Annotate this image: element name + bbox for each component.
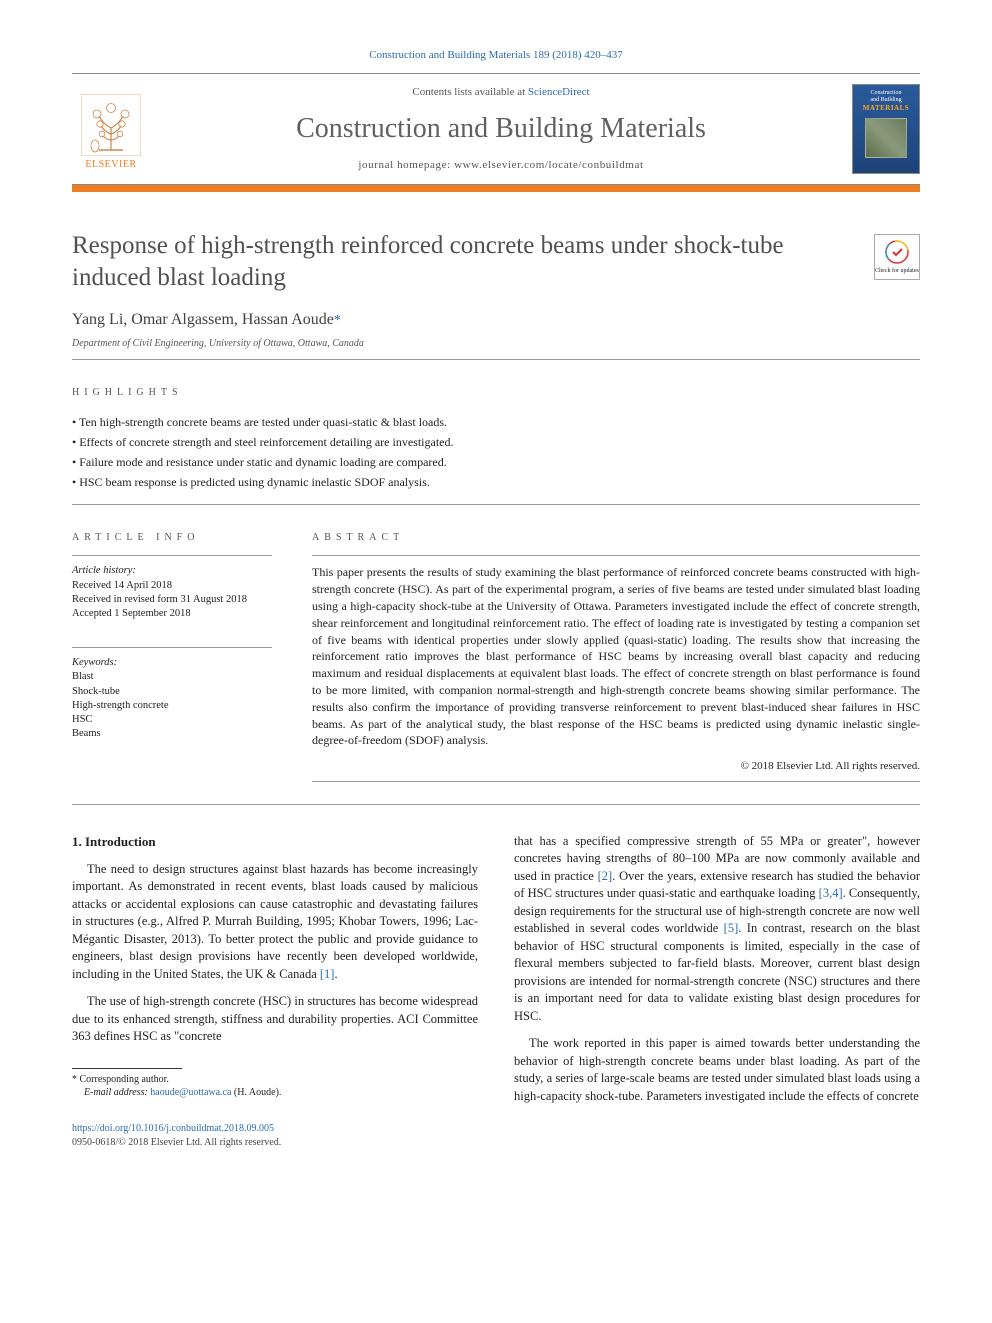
- keyword: Blast: [72, 670, 272, 684]
- article-history-block: Article history: Received 14 April 2018 …: [72, 564, 272, 621]
- keyword: High-strength concrete: [72, 699, 272, 713]
- homepage-link[interactable]: www.elsevier.com/locate/conbuildmat: [454, 159, 644, 171]
- corresponding-marker: *: [334, 313, 341, 328]
- authors-names: Yang Li, Omar Algassem, Hassan Aoude: [72, 311, 334, 328]
- divider: [72, 804, 920, 805]
- sciencedirect-link[interactable]: ScienceDirect: [528, 86, 590, 98]
- copyright-line: © 2018 Elsevier Ltd. All rights reserved…: [312, 759, 920, 774]
- cover-line2: and Building: [870, 97, 901, 104]
- ref-link[interactable]: [5]: [724, 921, 739, 935]
- highlight-item: Failure mode and resistance under static…: [72, 454, 920, 471]
- ref-link[interactable]: [2]: [598, 869, 613, 883]
- p3d: . In contrast, research on the blast beh…: [514, 921, 920, 1023]
- body-paragraph: The need to design structures against bl…: [72, 861, 478, 984]
- highlight-item: HSC beam response is predicted using dyn…: [72, 474, 920, 491]
- divider: [72, 359, 920, 360]
- highlights-list: Ten high-strength concrete beams are tes…: [72, 414, 920, 490]
- history-label: Article history:: [72, 564, 272, 578]
- doi-link[interactable]: https://doi.org/10.1016/j.conbuildmat.20…: [72, 1123, 274, 1134]
- ref-link[interactable]: [1]: [320, 967, 335, 981]
- ref-link[interactable]: [3,4]: [819, 886, 843, 900]
- footnote-separator: [72, 1068, 182, 1069]
- revised-date: Received in revised form 31 August 2018: [72, 593, 272, 607]
- email-tail: (H. Aoude).: [231, 1087, 281, 1098]
- abstract-label: abstract: [312, 531, 920, 545]
- divider: [72, 647, 272, 648]
- body-paragraph: that has a specified compressive strengt…: [514, 833, 920, 1026]
- header-accent-bar: [72, 185, 920, 192]
- journal-header: ELSEVIER Contents lists available at Sci…: [72, 73, 920, 185]
- keyword: Shock-tube: [72, 685, 272, 699]
- abstract-text: This paper presents the results of study…: [312, 564, 920, 749]
- highlight-item: Effects of concrete strength and steel r…: [72, 434, 920, 451]
- article-title: Response of high-strength reinforced con…: [72, 230, 854, 293]
- keywords-block: Keywords: Blast Shock-tube High-strength…: [72, 647, 272, 741]
- footer-block: https://doi.org/10.1016/j.conbuildmat.20…: [72, 1122, 478, 1150]
- received-date: Received 14 April 2018: [72, 579, 272, 593]
- keywords-label: Keywords:: [72, 656, 272, 670]
- authors-line: Yang Li, Omar Algassem, Hassan Aoude*: [72, 309, 920, 331]
- divider: [72, 555, 272, 556]
- journal-cover-thumbnail: Construction and Building MATERIALS: [852, 84, 920, 174]
- divider: [72, 504, 920, 505]
- badge-label: Check for updates: [875, 267, 919, 275]
- body-paragraph: The work reported in this paper is aimed…: [514, 1035, 920, 1105]
- p1-tail: .: [334, 967, 337, 981]
- keyword: Beams: [72, 727, 272, 741]
- article-info-label: article info: [72, 531, 272, 545]
- cover-photo: [865, 118, 907, 158]
- issn-line: 0950-0618/© 2018 Elsevier Ltd. All right…: [72, 1136, 478, 1150]
- contents-prefix: Contents lists available at: [412, 86, 527, 98]
- p1-text: The need to design structures against bl…: [72, 862, 478, 981]
- homepage-prefix: journal homepage:: [358, 159, 454, 171]
- body-paragraph: The use of high-strength concrete (HSC) …: [72, 993, 478, 1046]
- publisher-name: ELSEVIER: [85, 158, 136, 172]
- affiliation: Department of Civil Engineering, Univers…: [72, 337, 920, 351]
- divider: [312, 781, 920, 782]
- cover-line3: MATERIALS: [863, 104, 909, 114]
- footnote-block: * Corresponding author. E-mail address: …: [72, 1073, 478, 1100]
- elsevier-tree-icon: [81, 94, 141, 156]
- contents-available: Contents lists available at ScienceDirec…: [166, 85, 836, 100]
- cover-line1: Construction: [871, 90, 902, 97]
- journal-title: Construction and Building Materials: [166, 109, 836, 148]
- keyword: HSC: [72, 713, 272, 727]
- email-link[interactable]: haoude@uottawa.ca: [150, 1087, 231, 1098]
- journal-homepage: journal homepage: www.elsevier.com/locat…: [166, 158, 836, 173]
- highlight-item: Ten high-strength concrete beams are tes…: [72, 414, 920, 431]
- body-column-left: 1. Introduction The need to design struc…: [72, 833, 478, 1150]
- citation-line: Construction and Building Materials 189 …: [72, 48, 920, 63]
- check-updates-badge[interactable]: Check for updates: [874, 234, 920, 280]
- email-label: E-mail address:: [84, 1087, 150, 1098]
- section-heading: 1. Introduction: [72, 833, 478, 851]
- check-updates-icon: [884, 239, 910, 265]
- accepted-date: Accepted 1 September 2018: [72, 607, 272, 621]
- divider: [312, 555, 920, 556]
- corresponding-author-label: * Corresponding author.: [72, 1073, 478, 1087]
- body-column-right: that has a specified compressive strengt…: [514, 833, 920, 1150]
- highlights-label: highlights: [72, 386, 920, 400]
- publisher-logo: ELSEVIER: [72, 86, 150, 172]
